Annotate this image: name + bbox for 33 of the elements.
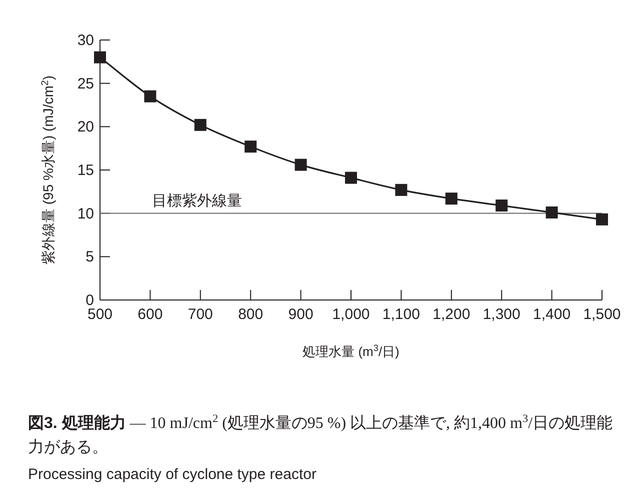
x-axis-title: 処理水量 (m$^{3}$/日): [302, 343, 400, 359]
point: [546, 206, 558, 218]
y-tick-label: 20: [77, 118, 94, 136]
x-tick-label: 1,200: [432, 306, 470, 323]
ref-line-label: 目標紫外線量: [152, 192, 242, 210]
x-tick-label: 1,100: [382, 306, 420, 323]
x-tick-label: 900: [288, 306, 314, 323]
chart-title: 図3. 処理能力 — 10 mJ/cm$^{2}$ (処理水量の95 %) 以上の基準で, 約1,400 m$^{3}$/日の処理能力がある。: [28, 413, 613, 456]
x-tick-label: 700: [188, 306, 213, 323]
y-tick-label: 25: [77, 75, 94, 92]
x-tick-label: 1,400: [533, 306, 571, 323]
x-tick-label: 600: [138, 306, 163, 323]
y-tick-label: 10: [77, 205, 94, 222]
y-tick-label: 15: [77, 162, 94, 179]
point: [496, 200, 508, 212]
x-tick-label: 500: [87, 306, 113, 323]
point: [445, 192, 458, 205]
point: [194, 118, 206, 131]
x-tick-label: 1,300: [482, 306, 520, 323]
point: [244, 140, 257, 153]
text: Processing capacity of cyclone type reactor: [28, 466, 316, 483]
y-tick-label: 0: [86, 292, 94, 309]
point: [345, 172, 357, 184]
point: [144, 90, 156, 102]
x-tick-label: 1,000: [332, 306, 370, 323]
y-tick-label: 5: [86, 248, 94, 266]
point: [294, 158, 307, 171]
point: [596, 213, 608, 226]
y-tick-label: 30: [77, 32, 94, 49]
point: [94, 51, 106, 64]
x-tick-label: 800: [238, 306, 264, 323]
x-tick-label: 1,500: [583, 306, 621, 323]
point: [395, 184, 408, 196]
